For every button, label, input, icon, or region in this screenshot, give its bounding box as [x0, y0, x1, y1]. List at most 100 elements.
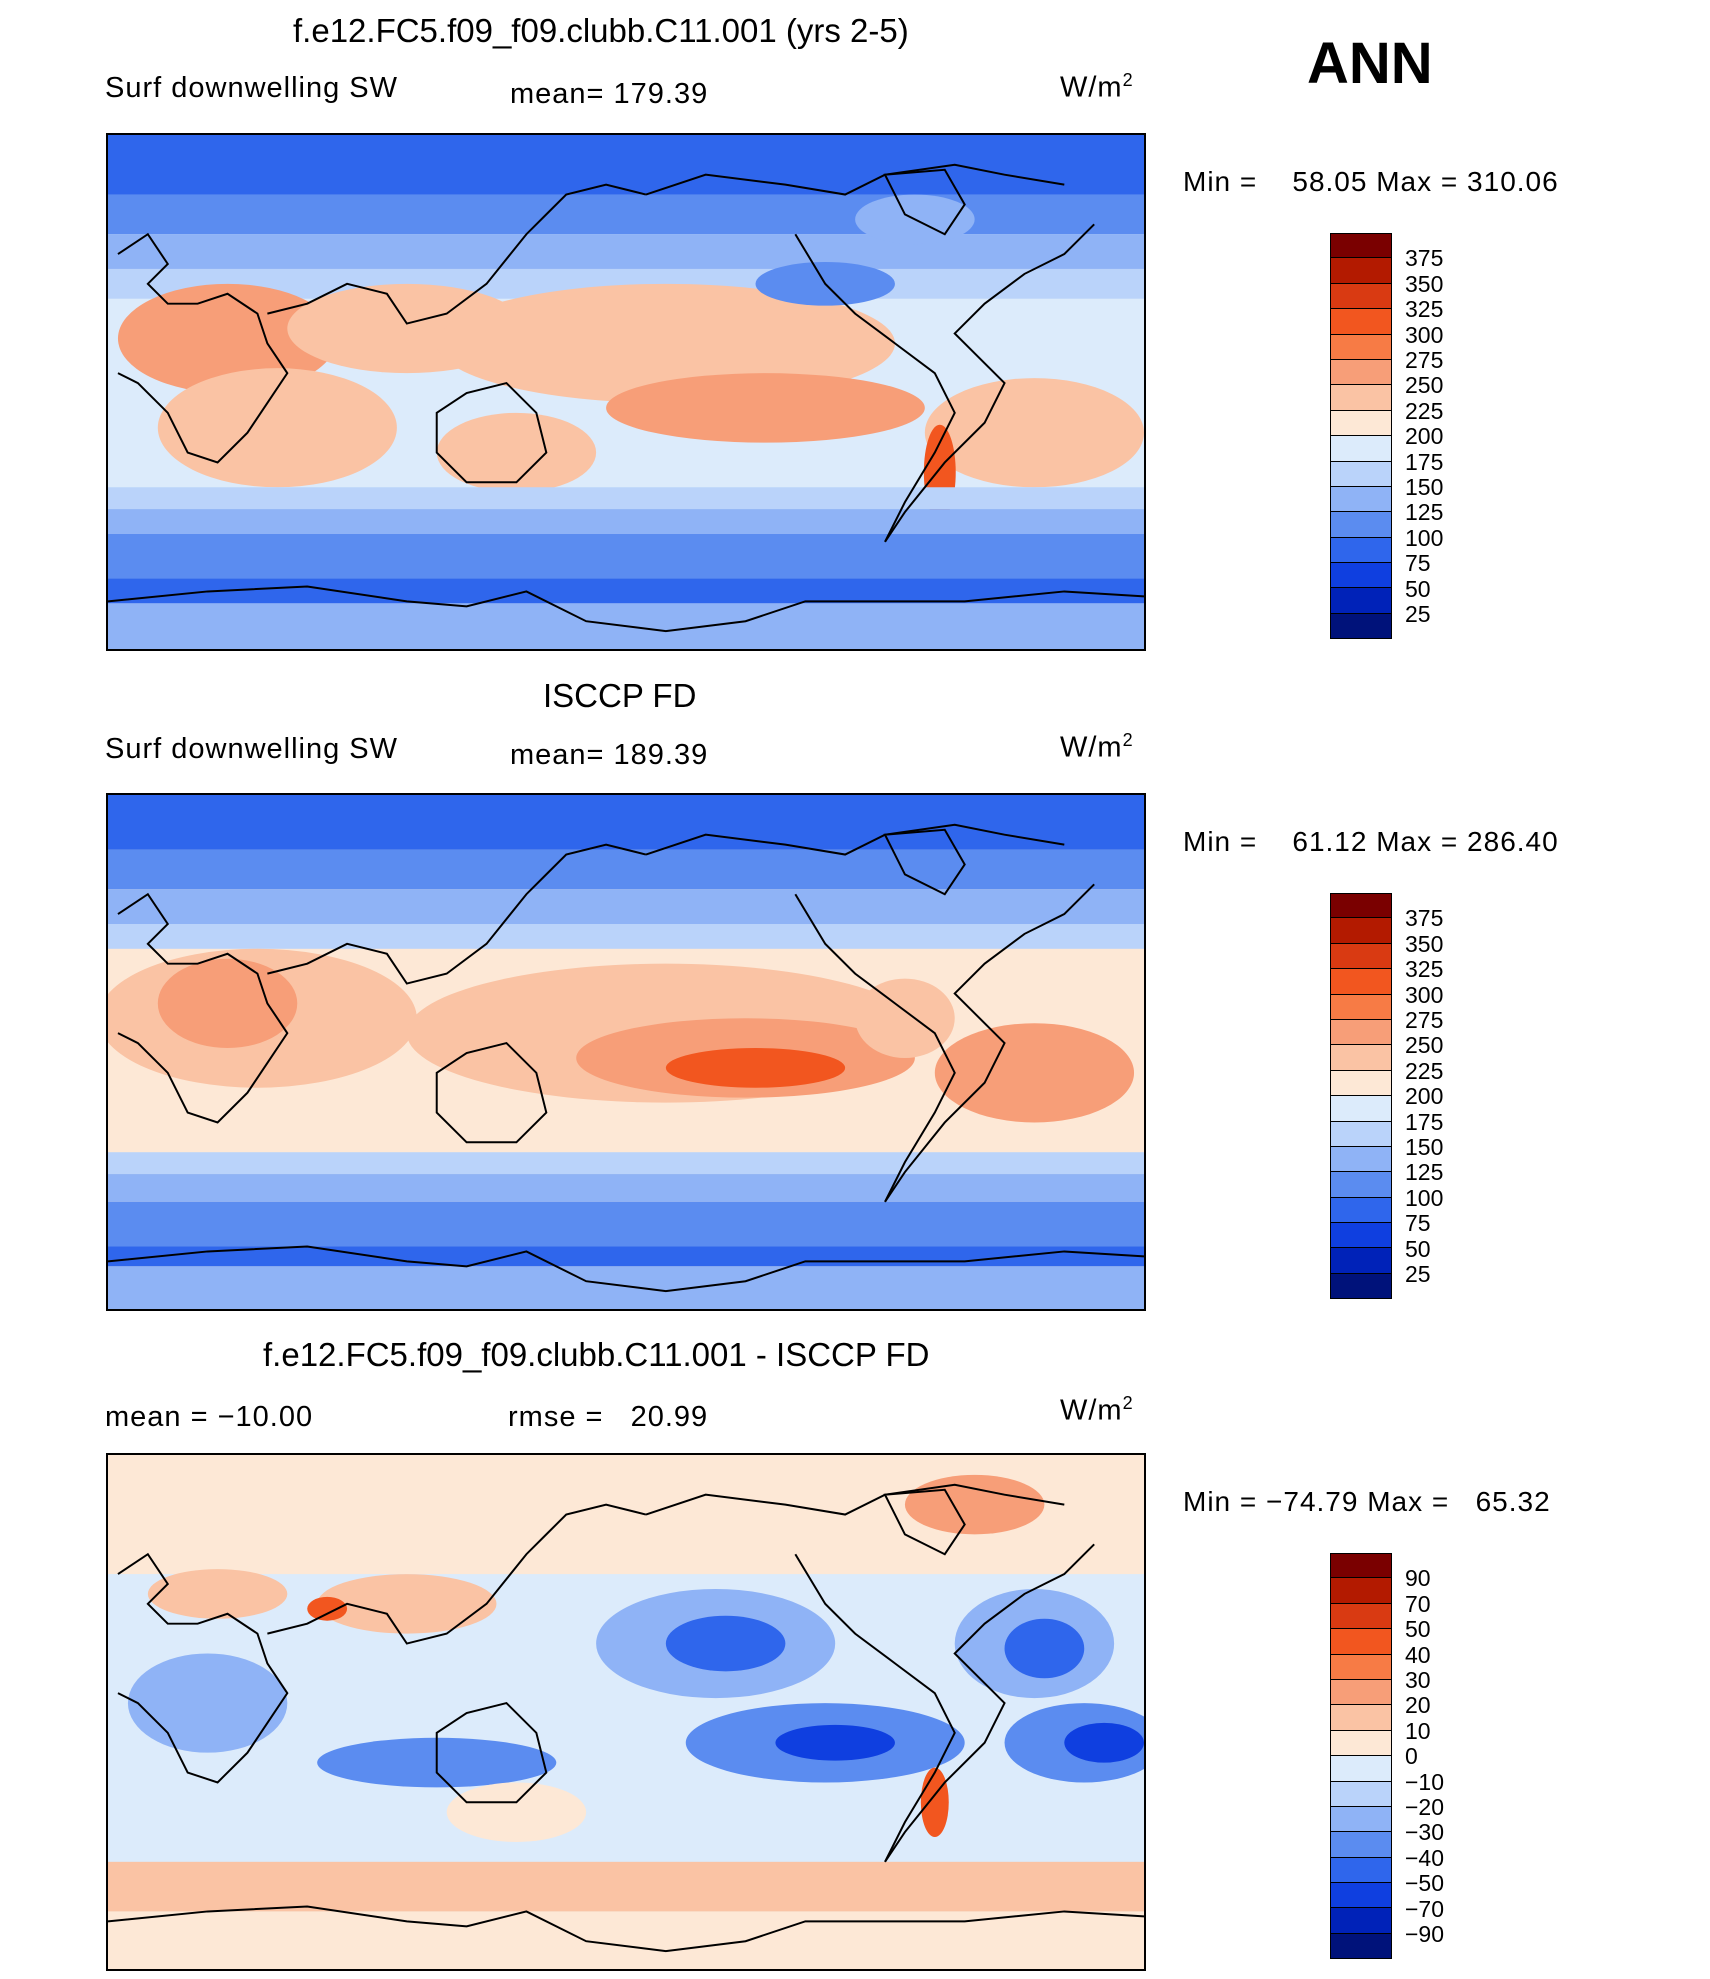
panel2-mean-value: 189.39: [613, 739, 709, 771]
band-ssub: [108, 509, 1144, 534]
colorbar-swatch: [1330, 1248, 1392, 1274]
coastlines: [108, 823, 1144, 1293]
panel2-map-svg: [108, 795, 1144, 1309]
coast-americas-west: [794, 893, 956, 1203]
colorbar-tick-label: 25: [1405, 601, 1431, 627]
colorbar-swatch: [1330, 359, 1392, 386]
colorbar-swatch: [1330, 1223, 1392, 1249]
panel1-field-label: Surf downwelling SW: [105, 72, 398, 104]
panel1-mean-label: mean=: [510, 78, 605, 110]
colorbar-tick-label: 300: [1405, 321, 1444, 348]
band-nsub: [108, 923, 1144, 949]
region-africa-north: [157, 958, 298, 1049]
region-andes: [920, 1767, 949, 1838]
colorbar-tick-label: 100: [1405, 524, 1444, 551]
panel2-max-label: Max =: [1376, 826, 1459, 857]
colorbar-swatch: [1330, 994, 1392, 1020]
colorbar-tick-label: 75: [1405, 1210, 1431, 1237]
colorbar-tick-label: 250: [1405, 1032, 1444, 1059]
colorbar-swatch: [1330, 334, 1392, 360]
colorbar-swatch: [1330, 537, 1392, 564]
coast-asia: [267, 843, 647, 985]
colorbar-swatch: [1330, 1553, 1392, 1579]
panel3-units-sup: 2: [1122, 1393, 1134, 1413]
panel3-units-text: W/m: [1060, 1394, 1123, 1427]
band-southern: [108, 533, 1144, 579]
colorbar-tick-label: −20: [1405, 1794, 1445, 1820]
colorbar-swatch: [1330, 613, 1392, 640]
colorbar-swatch: [1330, 1756, 1392, 1782]
coast-asia: [267, 183, 647, 325]
panel2-mean: mean= 189.39: [510, 739, 708, 772]
colorbar-swatch: [1330, 588, 1392, 614]
coast-greenland: [883, 168, 966, 236]
colorbar-swatch: [1330, 436, 1392, 462]
colorbar-tick-label: −70: [1405, 1895, 1445, 1922]
region-greenland: [904, 1474, 1045, 1535]
colorbar-swatch: [1330, 1172, 1392, 1198]
colorbar-tick-label: 20: [1405, 1692, 1431, 1719]
panel3-mean: mean = −10.00: [105, 1401, 314, 1433]
region-seatl-min: [1064, 1722, 1144, 1763]
colorbar-tick-label: 150: [1405, 1134, 1444, 1160]
panel2-title: ISCCP FD: [543, 677, 697, 714]
panel1-title: f.e12.FC5.f09_f09.clubb.C11.001 (yrs 2-5…: [293, 12, 909, 49]
colorbar-swatch: [1330, 283, 1392, 310]
band-smid: [108, 1152, 1144, 1175]
colorbar-swatch: [1330, 1908, 1392, 1934]
coast-antarctica: [108, 1905, 1144, 1953]
colorbar-swatch: [1330, 1045, 1392, 1071]
colorbar-swatch: [1330, 1730, 1392, 1757]
panel3-min-label: Min =: [1183, 1486, 1258, 1517]
panel3-rmse-value: 20.99: [630, 1401, 709, 1433]
colorbar-tick-label: 175: [1405, 1108, 1444, 1135]
coast-arctic: [645, 823, 1065, 856]
panel2-colorbar: [1330, 893, 1392, 1300]
panel2-max-value: 286.40: [1467, 826, 1559, 857]
colorbar-tick-label: 10: [1405, 1717, 1431, 1744]
colorbar-swatch: [1330, 410, 1392, 437]
panel2-units-text: W/m: [1060, 731, 1123, 764]
region-pacific-central: [606, 373, 925, 443]
colorbar-tick-label: 50: [1405, 575, 1431, 602]
colorbar-tick-label: 30: [1405, 1667, 1431, 1693]
band-ssub: [108, 1174, 1144, 1202]
band-southern: [108, 1201, 1144, 1247]
region-pacific-north: [436, 283, 895, 403]
panel2-field-label: Surf downwelling SW: [105, 733, 398, 765]
band-smid: [108, 487, 1144, 510]
panel2-min-label: Min =: [1183, 826, 1258, 857]
colorbar-swatch: [1330, 1603, 1392, 1630]
colorbar-swatch: [1330, 1273, 1392, 1300]
coast-americas-west: [794, 1553, 956, 1863]
coast-australia: [435, 381, 548, 484]
colorbar-tick-label: −90: [1405, 1921, 1445, 1947]
panel2-units: W/m2: [1060, 730, 1134, 765]
panel2-map: [106, 793, 1146, 1311]
panel1-map: [106, 133, 1146, 651]
coast-greenland: [883, 828, 966, 896]
region-indian: [157, 368, 397, 488]
colorbar-tick-label: 150: [1405, 474, 1444, 500]
region-pacific-max: [665, 1048, 846, 1088]
panel3-minmax: Min = −74.79 Max = 65.32: [1183, 1486, 1551, 1518]
panel3-max-label: Max =: [1367, 1486, 1450, 1517]
colorbar-tick-label: 90: [1405, 1565, 1431, 1592]
colorbar-tick-label: 350: [1405, 270, 1444, 297]
colorbar-swatch: [1330, 893, 1392, 919]
region-natl-min: [1004, 1618, 1085, 1679]
band-arctic: [108, 795, 1144, 850]
colorbar-tick-label: −30: [1405, 1819, 1445, 1846]
colorbar-swatch: [1330, 943, 1392, 970]
season-label: ANN: [1307, 31, 1433, 96]
band-southern: [108, 1861, 1144, 1912]
panel1-colorbar: [1330, 233, 1392, 640]
colorbar-swatch: [1330, 1679, 1392, 1706]
coast-africa-europe: [117, 232, 289, 464]
colorbar-swatch: [1330, 1019, 1392, 1046]
colorbar-tick-label: 50: [1405, 1235, 1431, 1262]
colorbar-tick-label: 375: [1405, 905, 1444, 932]
coast-americas-west: [794, 233, 956, 543]
band-southern-deep: [108, 578, 1144, 604]
colorbar-tick-label: −40: [1405, 1844, 1445, 1871]
